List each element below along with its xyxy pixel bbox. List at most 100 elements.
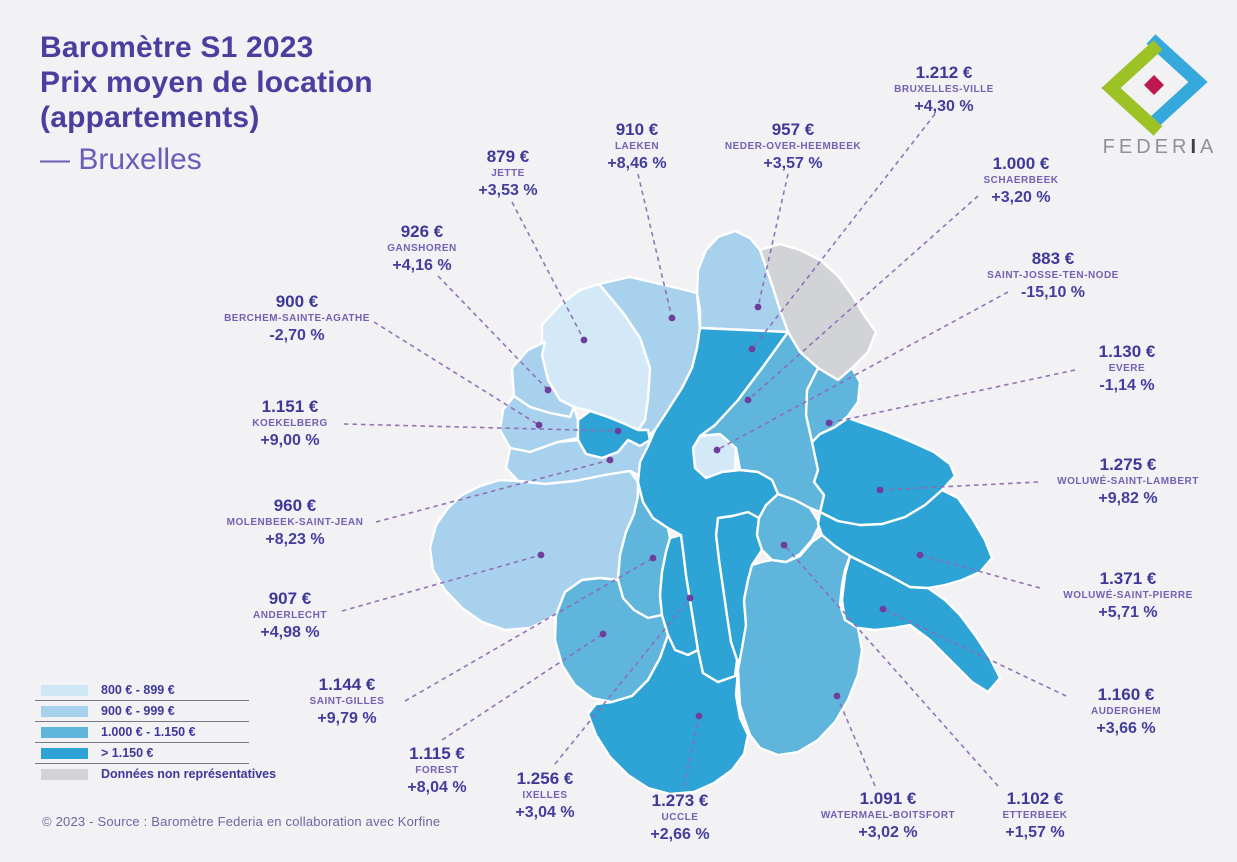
label-noh: 957 € NEDER-OVER-HEEMBEEK +3,57 % (683, 121, 903, 173)
label-koekelberg: 1.151 € KOEKELBERG +9,00 % (180, 398, 400, 450)
label-name-auderghem: AUDERGHEM (1090, 706, 1162, 717)
leader-line-ixelles (554, 597, 691, 765)
label-auderghem: 1.160 € AUDERGHEM +3,66 % (1016, 686, 1236, 738)
brand-text-right: A (1200, 136, 1218, 158)
leader-line-ganshoren (437, 275, 549, 391)
label-price-schaerbeek: 1.000 € (992, 154, 1050, 173)
label-price-evere: 1.130 € (1098, 342, 1156, 361)
label-name-anderlecht: ANDERLECHT (253, 610, 327, 621)
logo-blue-chevron-icon (1146, 34, 1208, 130)
label-price-koekelberg: 1.151 € (261, 397, 319, 416)
region-dot-saint-josse (713, 446, 721, 454)
region-dot-laeken (668, 314, 676, 322)
label-laeken: 910 € LAEKEN +8,46 % (527, 121, 747, 173)
brand-text-accent: I (1190, 136, 1200, 158)
label-price-wsp: 1.371 € (1099, 569, 1157, 588)
region-dot-noh (754, 303, 762, 311)
legend-label-c2: 900 € - 999 € (101, 704, 175, 718)
label-uccle: 1.273 € UCCLE +2,66 % (570, 792, 790, 844)
leader-lines (341, 113, 1076, 787)
label-saint-gilles: 1.144 € SAINT-GILLES +9,79 % (237, 676, 457, 728)
label-price-auderghem: 1.160 € (1097, 685, 1155, 704)
legend-label-c1: 800 € - 899 € (101, 683, 175, 697)
region-dot-ixelles (686, 594, 694, 602)
leader-line-saint-gilles (404, 557, 654, 702)
region-dot-uccle (695, 712, 703, 720)
label-name-etterbeek: ETTERBEEK (1002, 810, 1068, 821)
label-name-molenbeek: MOLENBEEK-SAINT-JEAN (226, 517, 364, 528)
leader-line-forest (441, 633, 604, 741)
label-evere: 1.130 € EVERE -1,14 % (1017, 343, 1237, 395)
label-name-ixelles: IXELLES (522, 790, 568, 801)
title-line-2: Prix moyen de location (40, 66, 373, 99)
legend-swatch-c2 (41, 705, 88, 717)
leader-line-laeken (637, 173, 673, 319)
label-change-laeken: +8,46 % (607, 155, 667, 172)
label-price-anderlecht: 907 € (268, 589, 312, 608)
label-saint-josse: 883 € SAINT-JOSSE-TEN-NODE -15,10 % (943, 250, 1163, 302)
federia-logo-icon (1101, 34, 1208, 136)
label-name-berchem: BERCHEM-SAINTE-AGATHE (224, 313, 370, 324)
region-dot-wsl (876, 486, 884, 494)
label-change-molenbeek: +8,23 % (265, 531, 325, 548)
leader-line-schaerbeek (747, 195, 979, 401)
legend-item-c3: 1.000 € - 1.150 € (35, 721, 249, 742)
label-name-jette: JETTE (491, 168, 525, 179)
label-jette: 879 € JETTE +3,53 % (398, 148, 618, 200)
label-etterbeek: 1.102 € ETTERBEEK +1,57 % (925, 790, 1145, 842)
title-line-1: Baromètre S1 2023 (40, 31, 314, 64)
leader-line-jette (511, 201, 585, 341)
legend-swatch-c4 (41, 747, 88, 759)
region-dot-evere (825, 419, 833, 427)
label-price-ganshoren: 926 € (400, 222, 444, 241)
region-dot-auderghem (879, 605, 887, 613)
label-change-wb: +3,02 % (858, 824, 918, 841)
label-price-jette: 879 € (486, 147, 530, 166)
region-dot-berchem (535, 421, 543, 429)
label-bxl: 1.212 € BRUXELLES-VILLE +4,30 % (834, 64, 1054, 116)
leader-line-noh (757, 173, 789, 308)
legend-swatch-c1 (41, 684, 88, 696)
legend-label-c3: 1.000 € - 1.150 € (101, 725, 196, 739)
label-price-ixelles: 1.256 € (516, 769, 574, 788)
federia-wordmark: FEDERIA (1080, 136, 1237, 159)
leader-line-berchem (373, 321, 540, 426)
label-name-saint-gilles: SAINT-GILLES (309, 696, 385, 707)
label-price-berchem: 900 € (275, 292, 319, 311)
legend-label-nodata: Données non représentatives (101, 767, 277, 781)
label-ganshoren: 926 € GANSHOREN +4,16 % (312, 223, 532, 275)
label-change-auderghem: +3,66 % (1096, 720, 1156, 737)
label-change-etterbeek: +1,57 % (1005, 824, 1065, 841)
label-price-laeken: 910 € (615, 120, 659, 139)
label-change-wsl: +9,82 % (1098, 490, 1158, 507)
region-dot-saint-gilles (649, 554, 657, 562)
label-name-forest: FOREST (415, 765, 459, 776)
region-dots (535, 303, 924, 720)
label-change-forest: +8,04 % (407, 779, 467, 796)
label-wsl: 1.275 € WOLUWÉ-SAINT-LAMBERT +9,82 % (1018, 456, 1237, 508)
label-ixelles: 1.256 € IXELLES +3,04 % (435, 770, 655, 822)
logo-red-diamond-icon (1144, 75, 1164, 95)
label-change-ixelles: +3,04 % (515, 804, 575, 821)
legend-item-c2: 900 € - 999 € (35, 700, 249, 721)
label-name-bxl: BRUXELLES-VILLE (894, 84, 994, 95)
leader-line-koekelberg (343, 423, 619, 432)
region-dot-forest (599, 630, 607, 638)
label-price-etterbeek: 1.102 € (1006, 789, 1064, 808)
leader-line-anderlecht (341, 554, 542, 612)
region-dot-molenbeek (606, 456, 614, 464)
legend-item-nodata: Données non représentatives (35, 763, 276, 784)
label-anderlecht: 907 € ANDERLECHT +4,98 % (180, 590, 400, 642)
region-dot-anderlecht (537, 551, 545, 559)
region-dot-wb (833, 692, 841, 700)
leader-line-bxl (751, 113, 936, 350)
label-price-forest: 1.115 € (409, 744, 465, 763)
label-change-uccle: +2,66 % (650, 826, 710, 843)
subtitle-region: — Bruxelles (40, 143, 202, 176)
label-change-jette: +3,53 % (478, 182, 538, 199)
legend-label-c4: > 1.150 € (101, 746, 154, 760)
region-dot-schaerbeek (744, 396, 752, 404)
label-change-saint-josse: -15,10 % (1020, 284, 1086, 301)
region-dot-koekelberg (614, 427, 622, 435)
